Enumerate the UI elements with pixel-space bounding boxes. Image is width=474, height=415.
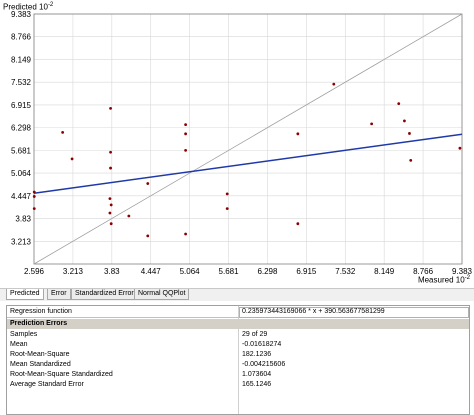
y-tick-label: 6.298	[11, 124, 32, 133]
data-point	[108, 197, 112, 201]
x-tick-label: 5.064	[180, 267, 201, 276]
y-tick-label: 3.213	[11, 237, 32, 246]
data-point	[397, 102, 401, 106]
data-point	[370, 122, 374, 126]
data-point	[332, 82, 336, 86]
x-tick-label: 2.596	[24, 267, 45, 276]
y-tick-label: 9.383	[11, 10, 32, 19]
data-point	[32, 190, 36, 194]
result-row-average-standard-error: Average Standard Error 165.1246	[10, 381, 272, 388]
data-point	[146, 182, 150, 185]
scatter-plot: 2.596 3.213 3.83 4.447 5.064 5.681 6.298 6.915 7…	[11, 10, 473, 276]
x-tick-label: 4.447	[141, 267, 162, 276]
data-point	[184, 232, 188, 236]
y-tick-label: 5.064	[11, 169, 32, 178]
data-point	[127, 214, 131, 218]
data-point	[61, 130, 65, 134]
x-tick-label: 8.766	[413, 267, 434, 276]
data-point	[408, 132, 411, 135]
data-point	[109, 222, 113, 226]
data-point	[109, 203, 113, 207]
regression-line	[33, 133, 463, 194]
reference-line	[33, 13, 463, 265]
tab-predicted[interactable]: Predicted	[6, 289, 44, 300]
prediction-results-table: Regression function 0.235973443169066 * …	[6, 305, 470, 415]
x-tick-label: 5.681	[219, 267, 240, 276]
data-point	[70, 157, 74, 161]
result-row-samples: Samples 29 of 29	[10, 331, 268, 338]
y-axis-title: Predicted 10-2	[3, 2, 54, 12]
x-tick-label: 6.298	[257, 267, 278, 276]
x-tick-label: 3.213	[63, 267, 84, 276]
plot-frame	[33, 13, 463, 265]
regression-function-label: Regression function	[10, 308, 72, 315]
prediction-errors-header: Prediction Errors	[7, 319, 469, 329]
data-point	[32, 207, 36, 210]
tab-standardized-error[interactable]: Standardized Error	[71, 289, 138, 300]
tab-normal-qqplot[interactable]: Normal QQPlot	[134, 289, 190, 300]
scatter-plot-panel: 2.596 3.213 3.83 4.447 5.064 5.681 6.298 6.915 7…	[3, 2, 473, 285]
result-row-rms-standardized: Root-Mean-Square Standardized 1.073604	[10, 371, 272, 378]
tab-error[interactable]: Error	[47, 289, 71, 300]
x-tick-label: 6.915	[296, 267, 317, 276]
result-row-root-mean-square: Root-Mean-Square 182.1236	[10, 351, 272, 358]
result-row-mean-standardized: Mean Standardized -0.004215606	[10, 361, 286, 368]
data-point	[296, 222, 300, 226]
data-point	[184, 123, 188, 127]
data-point	[184, 149, 188, 152]
data-point	[109, 107, 112, 110]
y-tick-label: 5.681	[11, 146, 32, 155]
data-point	[32, 195, 36, 198]
y-tick-label: 3.83	[15, 215, 31, 224]
data-point	[109, 150, 112, 154]
x-tick-label: 9.383	[452, 267, 473, 276]
data-point	[109, 166, 112, 170]
y-tick-label: 8.766	[11, 33, 32, 42]
data-point	[184, 132, 188, 136]
x-tick-label: 8.149	[374, 267, 395, 276]
data-point	[296, 132, 300, 136]
data-point	[225, 192, 229, 196]
x-tick-label: 7.532	[335, 267, 356, 276]
regression-function-field[interactable]	[239, 307, 469, 318]
data-point	[403, 119, 406, 123]
data-point	[108, 211, 112, 215]
x-tick-label: 3.83	[104, 267, 120, 276]
data-point	[409, 158, 413, 162]
column-divider	[238, 306, 239, 414]
x-axis-title: Measured 10-2	[417, 275, 470, 285]
chart-tab-bar: Predicted Error Standardized Error Norma…	[0, 288, 474, 301]
data-point	[146, 234, 150, 238]
data-point	[225, 207, 229, 210]
regression-function-row: Regression function 0.235973443169066 * …	[7, 307, 469, 318]
result-row-mean: Mean -0.01618274	[10, 341, 282, 348]
y-tick-label: 4.447	[11, 192, 32, 201]
y-tick-label: 7.532	[11, 78, 32, 87]
y-tick-label: 8.149	[11, 55, 32, 64]
regression-function-value: 0.235973443169066 * x + 390.563677581299	[242, 308, 385, 315]
data-point	[458, 146, 462, 150]
y-tick-label: 6.915	[11, 101, 32, 110]
